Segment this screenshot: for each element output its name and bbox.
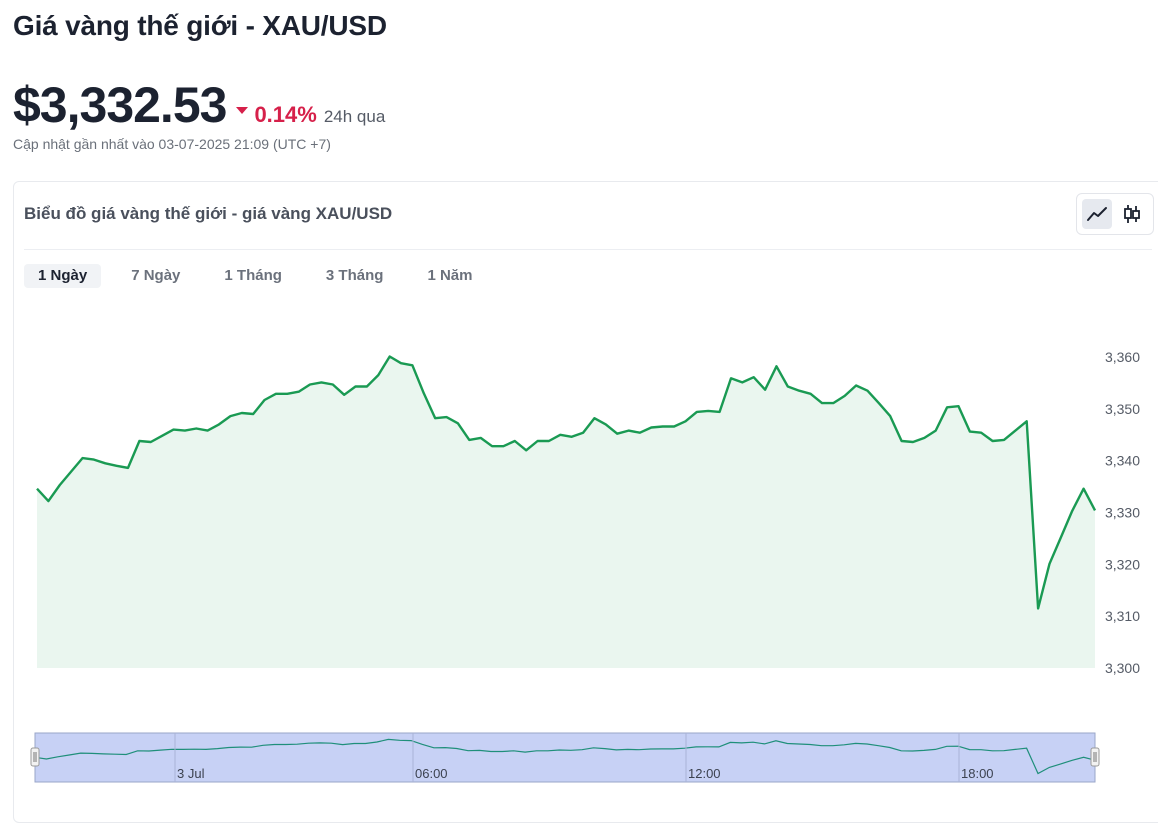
tab-1-month[interactable]: 1 Tháng: [224, 267, 282, 284]
navigator-line: [34, 738, 1096, 775]
price-area: [37, 356, 1095, 668]
candlestick-icon: [1124, 205, 1140, 223]
price-chart: 3,360 3,350 3,340 3,330 3,320 3,310 3,300: [36, 349, 1140, 676]
navigator-left-handle[interactable]: [30, 747, 40, 767]
tab-1-year[interactable]: 1 Năm: [427, 267, 473, 284]
current-price: $3,332.53: [13, 77, 227, 133]
y-tick-label: 3,350: [1105, 401, 1140, 417]
chart-type-toggle: [1076, 193, 1154, 235]
price-summary: $3,332.53 0.14% 24h qua: [13, 76, 385, 134]
navigator-right-handle[interactable]: [1090, 747, 1100, 767]
tab-7-days[interactable]: 7 Ngày: [131, 267, 181, 284]
change-period: 24h qua: [323, 107, 386, 126]
tab-1-day[interactable]: 1 Ngày: [24, 264, 102, 288]
range-tabs: 1 Ngày 7 Ngày 1 Tháng 3 Tháng 1 Năm: [24, 264, 502, 288]
navigator-tick-label: 12:00: [688, 766, 721, 781]
tab-3-months[interactable]: 3 Tháng: [325, 267, 384, 284]
price-line: [36, 355, 1097, 610]
price-change: 0.14%: [254, 102, 317, 127]
line-chart-icon: [1087, 207, 1107, 221]
navigator-tick-label: 3 Jul: [177, 766, 205, 781]
y-tick-label: 3,320: [1105, 556, 1140, 572]
y-tick-label: 3,340: [1105, 453, 1140, 469]
navigator-tick-label: 06:00: [415, 766, 448, 781]
navigator-tick-label: 18:00: [961, 766, 994, 781]
y-tick-label: 3,300: [1105, 660, 1140, 676]
card-divider: [24, 249, 1152, 250]
y-tick-label: 3,360: [1105, 349, 1140, 365]
y-tick-label: 3,330: [1105, 505, 1140, 521]
chart-navigator[interactable]: 3 Jul 06:00 12:00 18:00: [0, 728, 1158, 788]
page-title: Giá vàng thế giới - XAU/USD: [13, 10, 387, 41]
last-updated: Cập nhật gần nhất vào 03-07-2025 21:09 (…: [13, 136, 331, 152]
y-tick-label: 3,310: [1105, 608, 1140, 624]
line-chart-button[interactable]: [1082, 199, 1112, 229]
down-caret-icon: [236, 107, 249, 114]
candlestick-button[interactable]: [1117, 199, 1147, 229]
chart-title: Biểu đồ giá vàng thế giới - giá vàng XAU…: [24, 204, 393, 223]
